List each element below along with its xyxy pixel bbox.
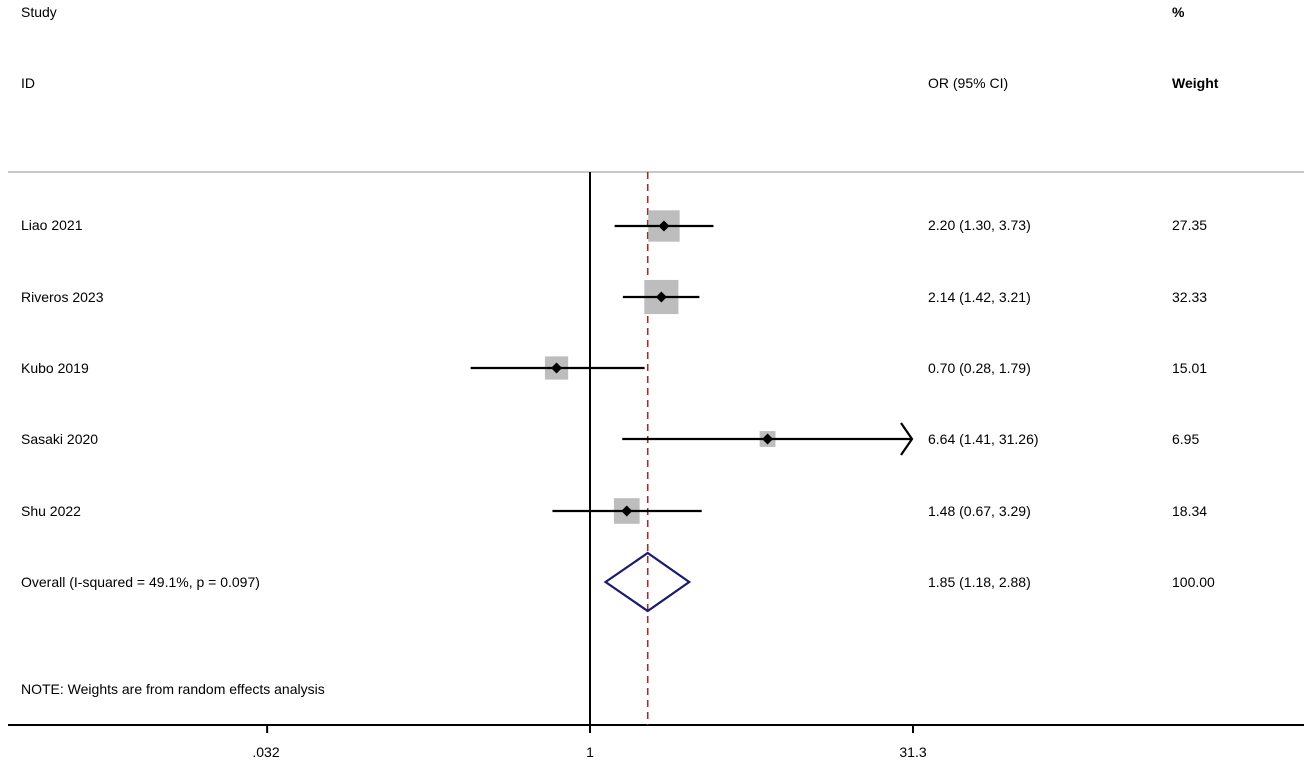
header-percent: % bbox=[1172, 4, 1185, 20]
header-id: ID bbox=[21, 75, 35, 91]
note-text: NOTE: Weights are from random effects an… bbox=[21, 681, 325, 697]
x-tick-label-1: 1 bbox=[586, 744, 594, 760]
study-row-0 bbox=[614, 210, 714, 242]
study-label-0: Liao 2021 bbox=[21, 217, 83, 233]
x-tick-label-0: .032 bbox=[252, 744, 280, 760]
ci-arrow-3 bbox=[900, 422, 914, 456]
study-weight-0: 27.35 bbox=[1172, 217, 1208, 233]
study-weight-4: 18.34 bbox=[1172, 503, 1208, 519]
study-ci-1: 2.14 (1.42, 3.21) bbox=[928, 289, 1031, 305]
study-row-3 bbox=[622, 422, 914, 456]
study-ci-0: 2.20 (1.30, 3.73) bbox=[928, 217, 1031, 233]
study-weight-3: 6.95 bbox=[1172, 431, 1200, 447]
header-study: Study bbox=[21, 4, 57, 20]
study-label-3: Sasaki 2020 bbox=[21, 431, 99, 447]
study-row-4 bbox=[552, 498, 702, 524]
study-label-1: Riveros 2023 bbox=[21, 289, 104, 305]
study-label-4: Shu 2022 bbox=[21, 503, 81, 519]
x-tick-label-2: 31.3 bbox=[899, 744, 927, 760]
point-estimate-3 bbox=[762, 433, 774, 445]
point-estimate-2 bbox=[551, 362, 563, 374]
overall-weight: 100.00 bbox=[1172, 574, 1215, 590]
overall-label: Overall (I-squared = 49.1%, p = 0.097) bbox=[21, 574, 260, 590]
study-row-1 bbox=[622, 279, 700, 315]
study-weight-2: 15.01 bbox=[1172, 360, 1208, 376]
point-estimate-1 bbox=[655, 291, 667, 303]
study-ci-2: 0.70 (0.28, 1.79) bbox=[928, 360, 1031, 376]
study-ci-4: 1.48 (0.67, 3.29) bbox=[928, 503, 1031, 519]
header-or-ci: OR (95% CI) bbox=[928, 75, 1009, 91]
study-row-2 bbox=[470, 356, 645, 380]
overall-ci: 1.85 (1.18, 2.88) bbox=[928, 574, 1031, 590]
study-weight-1: 32.33 bbox=[1172, 289, 1208, 305]
point-estimate-4 bbox=[621, 505, 633, 517]
overall-diamond bbox=[603, 551, 692, 613]
study-ci-3: 6.64 (1.41, 31.26) bbox=[928, 431, 1039, 447]
header-weight: Weight bbox=[1172, 75, 1219, 91]
study-label-2: Kubo 2019 bbox=[21, 360, 89, 376]
point-estimate-0 bbox=[658, 220, 670, 232]
